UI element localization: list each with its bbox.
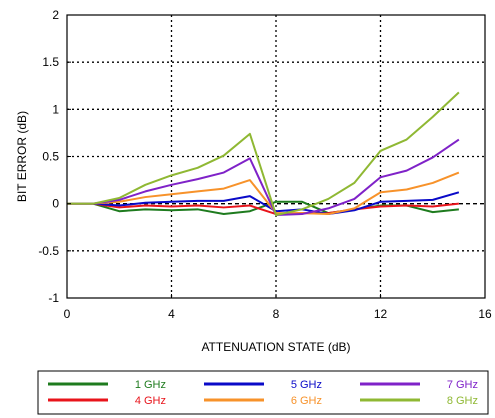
x-axis-label: ATTENUATION STATE (dB)	[201, 340, 350, 354]
axis-ticks: 0 4 8 12 16 -1 -0.5 0 0.5 1 1.5 2	[38, 8, 492, 321]
series-line-4-ghz	[67, 202, 459, 216]
y-tick-label: 2	[52, 8, 59, 22]
y-axis-label: BIT ERROR (dB)	[15, 111, 29, 202]
x-tick-label: 8	[273, 307, 280, 321]
y-tick-label: -1	[48, 291, 59, 305]
legend-label: 1 GHz	[135, 379, 166, 391]
legend-label: 6 GHz	[291, 395, 322, 407]
y-tick-label: 1	[52, 102, 59, 116]
x-tick-label: 12	[374, 307, 388, 321]
y-tick-label: 1.5	[42, 55, 59, 69]
series-line-7-ghz	[67, 138, 460, 216]
series-lines	[67, 91, 460, 216]
legend-label: 7 GHz	[447, 379, 478, 391]
legend-entries: 1 GHz 4 GHz 5 GHz 6 GHz 7 GHz 8 GHz	[48, 379, 478, 407]
legend-label: 8 GHz	[447, 395, 478, 407]
series-line-6-ghz	[67, 171, 460, 216]
series-line-5-ghz	[67, 191, 460, 216]
x-tick-label: 4	[168, 307, 175, 321]
x-tick-label: 0	[64, 307, 71, 321]
y-tick-label: 0	[52, 197, 59, 211]
legend-label: 4 GHz	[135, 395, 166, 407]
y-tick-label: 0.5	[42, 150, 59, 164]
series-line-8-ghz	[67, 91, 460, 216]
grid	[67, 15, 485, 298]
x-tick-label: 16	[478, 307, 492, 321]
y-tick-label: -0.5	[38, 244, 59, 258]
legend	[37, 370, 489, 415]
legend-label: 5 GHz	[291, 379, 322, 391]
